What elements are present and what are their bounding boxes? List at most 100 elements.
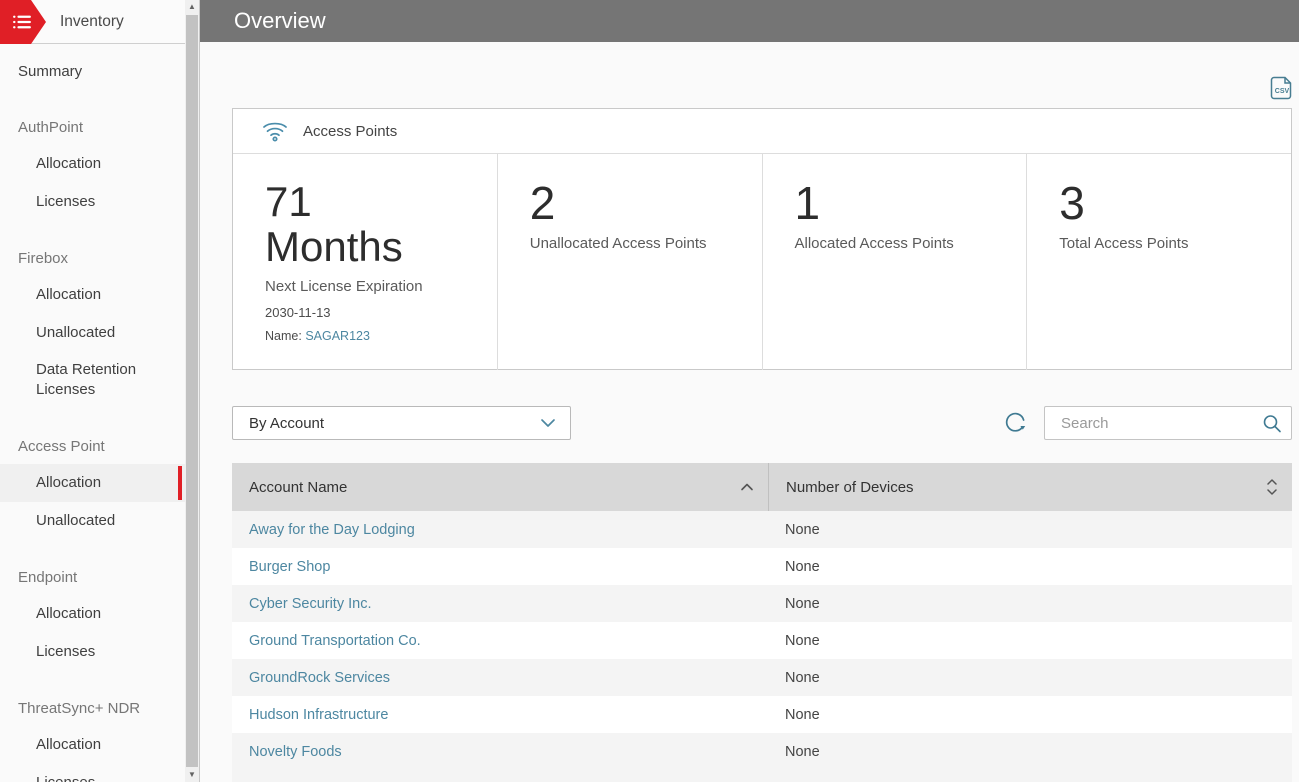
- stat-license-name: Name: SAGAR123: [265, 329, 487, 343]
- sidebar-scrollbar[interactable]: ▲ ▼: [185, 0, 199, 782]
- column-header-number-of-devices[interactable]: Number of Devices: [768, 463, 1292, 511]
- account-link[interactable]: Ground Transportation Co.: [249, 632, 421, 649]
- account-link[interactable]: Cyber Security Inc.: [249, 595, 372, 612]
- page-title: Overview: [234, 8, 326, 33]
- wifi-icon: [263, 122, 287, 142]
- devices-cell: None: [785, 706, 820, 723]
- sidebar-item-threatsync-allocation[interactable]: Allocation: [36, 736, 102, 753]
- table-row-partial: [232, 770, 1292, 782]
- sidebar-item-access-point-allocation[interactable]: Allocation: [0, 464, 185, 502]
- column-label: Number of Devices: [786, 478, 914, 496]
- sidebar-section-access-point: Access Point: [18, 438, 105, 455]
- stat-value: 71: [265, 178, 312, 225]
- csv-file-icon: CSV: [1270, 76, 1292, 100]
- sidebar-item-threatsync-licenses[interactable]: Licenses: [36, 773, 96, 782]
- stat-value: 3: [1059, 177, 1085, 229]
- list-icon: [13, 15, 31, 29]
- stat-label: Total Access Points: [1059, 235, 1189, 252]
- sidebar-section-firebox: Firebox: [18, 250, 69, 267]
- page-header: Overview: [200, 0, 1299, 42]
- column-header-account-name[interactable]: Account Name: [232, 463, 768, 511]
- panel-title: Access Points: [303, 122, 398, 140]
- stat-label: Unallocated Access Points: [529, 235, 707, 252]
- account-cell: Burger Shop: [232, 559, 768, 575]
- sidebar-section-authpoint: AuthPoint: [18, 119, 84, 136]
- group-by-dropdown[interactable]: By Account: [232, 406, 571, 440]
- access-points-panel: Access Points 71 Months Next License Exp…: [232, 108, 1292, 370]
- devices-cell: None: [785, 558, 820, 575]
- devices-cell: None: [785, 595, 820, 612]
- sidebar-item-endpoint-allocation[interactable]: Allocation: [36, 605, 102, 622]
- account-cell: Novelty Foods: [232, 744, 768, 760]
- sidebar-header: Inventory: [0, 0, 199, 44]
- column-label: Account Name: [249, 478, 348, 496]
- account-link[interactable]: Hudson Infrastructure: [249, 706, 389, 723]
- table-row: GroundRock Services None: [232, 659, 1292, 696]
- account-link[interactable]: GroundRock Services: [249, 669, 391, 686]
- account-cell: GroundRock Services: [232, 670, 768, 686]
- license-name-link[interactable]: SAGAR123: [305, 329, 370, 344]
- scrollbar-thumb[interactable]: [186, 15, 198, 767]
- stats-row: 71 Months Next License Expiration 2030-1…: [233, 154, 1291, 370]
- sidebar: Inventory Summary AuthPoint Allocation L…: [0, 0, 200, 782]
- table-row: Novelty Foods None: [232, 733, 1292, 770]
- sidebar-item-endpoint-licenses[interactable]: Licenses: [36, 642, 96, 660]
- search-icon[interactable]: [1261, 413, 1283, 435]
- sort-both-icon[interactable]: [1266, 477, 1278, 497]
- sort-ascending-icon[interactable]: [740, 483, 754, 492]
- dropdown-value: By Account: [249, 414, 325, 432]
- stat-allocated-access-points: 1 Allocated Access Points: [761, 154, 1027, 370]
- main-area: Overview CSV Access Points: [200, 0, 1299, 782]
- account-link[interactable]: Away for the Day Lodging: [249, 521, 415, 538]
- sidebar-title: Inventory: [60, 13, 124, 30]
- table-row: Burger Shop None: [232, 548, 1292, 585]
- panel-header: Access Points: [233, 109, 1291, 154]
- export-csv-button[interactable]: CSV: [1269, 75, 1295, 103]
- account-link[interactable]: Novelty Foods: [249, 743, 342, 760]
- filter-row: By Account: [232, 406, 1292, 440]
- inventory-menu-icon[interactable]: [0, 0, 46, 44]
- refresh-icon: [1005, 412, 1026, 432]
- sidebar-item-authpoint-licenses[interactable]: Licenses: [36, 192, 96, 210]
- scroll-down-icon[interactable]: ▼: [188, 770, 196, 779]
- sidebar-nav: Summary AuthPoint Allocation Licenses Fi…: [0, 44, 185, 782]
- stat-unit: Months: [265, 222, 403, 270]
- account-cell: Ground Transportation Co.: [232, 633, 768, 649]
- devices-cell: None: [785, 743, 820, 760]
- sidebar-item-access-point-unallocated[interactable]: Unallocated: [36, 511, 116, 529]
- sidebar-item-summary[interactable]: Summary: [18, 63, 83, 80]
- table-row: Hudson Infrastructure None: [232, 696, 1292, 733]
- name-prefix: Name:: [265, 329, 302, 344]
- devices-cell: None: [785, 521, 820, 538]
- account-link[interactable]: Burger Shop: [249, 558, 331, 575]
- account-cell: Hudson Infrastructure: [232, 707, 768, 723]
- stat-value: 1: [794, 177, 821, 229]
- stat-unallocated-access-points: 2 Unallocated Access Points: [496, 154, 762, 370]
- table-row: Away for the Day Lodging None: [232, 511, 1292, 548]
- table-row: Ground Transportation Co. None: [232, 622, 1292, 659]
- account-cell: Cyber Security Inc.: [232, 596, 768, 612]
- refresh-button[interactable]: [1001, 409, 1029, 437]
- stat-label: Allocated Access Points: [794, 235, 954, 252]
- stat-value: 2: [529, 177, 556, 229]
- sidebar-item-firebox-unallocated[interactable]: Unallocated: [36, 323, 116, 341]
- svg-text:CSV: CSV: [1275, 88, 1290, 95]
- stat-label: Next License Expiration: [265, 278, 423, 296]
- table-header: Account Name Number of Devices: [232, 463, 1292, 511]
- table-row: Cyber Security Inc. None: [232, 585, 1292, 622]
- search-box: [1044, 406, 1292, 440]
- stat-expiration-date: 2030-11-13: [265, 305, 331, 321]
- sidebar-item-authpoint-allocation[interactable]: Allocation: [36, 155, 102, 172]
- chevron-down-icon: [541, 419, 555, 427]
- sidebar-item-firebox-data-retention-licenses[interactable]: Data Retention Licenses: [36, 361, 137, 398]
- sidebar-section-threatsync-ndr: ThreatSync+ NDR: [18, 700, 141, 717]
- sidebar-item-firebox-allocation[interactable]: Allocation: [36, 286, 102, 303]
- stat-total-access-points: 3 Total Access Points: [1026, 154, 1291, 370]
- sidebar-section-endpoint: Endpoint: [18, 569, 78, 586]
- account-cell: Away for the Day Lodging: [232, 522, 768, 538]
- accounts-table: Account Name Number of Devices Away for …: [232, 463, 1292, 782]
- scroll-up-icon[interactable]: ▲: [188, 2, 196, 11]
- devices-cell: None: [785, 669, 820, 686]
- search-input[interactable]: [1045, 407, 1291, 439]
